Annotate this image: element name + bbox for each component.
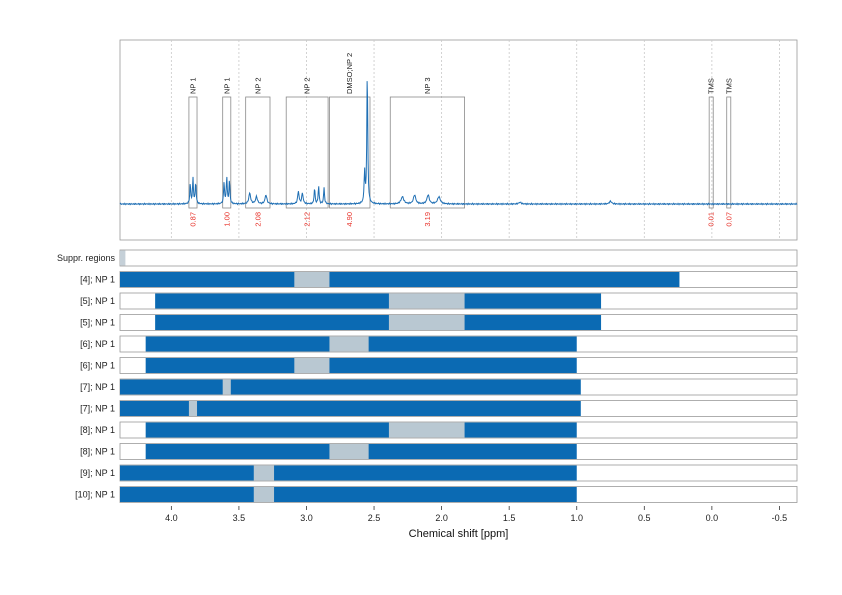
x-tick-label: 3.0 — [300, 513, 313, 523]
range-bar — [145, 422, 577, 438]
peak-integral-label: 0.87 — [188, 212, 197, 227]
range-bar — [120, 401, 581, 416]
row-frame — [119, 249, 798, 267]
peak-region-box — [245, 96, 271, 209]
row-label: [6]; NP 1 — [80, 361, 115, 371]
peak-integral-label: 2.12 — [303, 212, 312, 227]
peak-integral-label: 4.90 — [345, 212, 354, 227]
x-tick-label: 4.0 — [165, 513, 178, 523]
range-bar — [120, 487, 577, 502]
range-gap — [253, 465, 275, 481]
range-gap — [388, 315, 465, 330]
range-gap — [253, 487, 275, 502]
x-tick-label: -0.5 — [772, 513, 788, 523]
peak-region-box — [726, 96, 732, 209]
range-row: [8]; NP 1 — [80, 443, 798, 460]
range-row: [4]; NP 1 — [80, 271, 798, 288]
x-axis-label: Chemical shift [ppm] — [409, 528, 509, 540]
peak-region-box — [222, 96, 232, 209]
x-tick-label: 1.0 — [570, 513, 583, 523]
suppressed-region — [120, 250, 126, 266]
peak-region-label: NP 1 — [222, 77, 231, 94]
range-row: [9]; NP 1 — [80, 464, 798, 482]
spectrum-grid — [170, 40, 780, 240]
peak-region-box — [188, 96, 198, 209]
x-tick-label: 1.5 — [503, 513, 516, 523]
range-gap — [294, 358, 330, 373]
peak-region-box — [389, 96, 465, 209]
range-gap — [188, 401, 198, 416]
peak-region-label: NP 3 — [423, 77, 432, 94]
range-row: Suppr. regions — [57, 249, 798, 267]
range-gap — [388, 422, 465, 438]
row-label: [9]; NP 1 — [80, 468, 115, 478]
range-bar — [120, 379, 581, 395]
range-gap — [329, 444, 369, 459]
peak-region-label: TMS — [707, 78, 716, 94]
x-tick-label: 0.5 — [638, 513, 651, 523]
row-label: Suppr. regions — [57, 253, 116, 263]
peak-integral-label: 2.08 — [253, 212, 262, 227]
spectrum-line — [119, 81, 798, 206]
spectrum-panel: NP 1 0.87 NP 1 1.00 NP 2 2.08 NP 2 2.12 DMSO;NP … — [119, 39, 798, 241]
x-tick-label: 0.0 — [706, 513, 719, 523]
peak-region-box — [285, 96, 329, 209]
row-label: [4]; NP 1 — [80, 275, 115, 285]
row-label: [5]; NP 1 — [80, 318, 115, 328]
row-label: [7]; NP 1 — [80, 404, 115, 414]
x-axis: 4.0 3.5 3.0 2.5 2.0 1.5 1.0 0.5 0.0 -0.5 — [165, 506, 787, 523]
range-bar — [155, 293, 602, 309]
range-row: [10]; NP 1 — [75, 486, 798, 503]
peak-region-box — [329, 96, 371, 209]
range-gap — [329, 336, 369, 352]
peak-region-label: NP 1 — [188, 77, 197, 94]
peak-region-label: NP 2 — [303, 77, 312, 94]
row-label: [7]; NP 1 — [80, 382, 115, 392]
peak-region-label: DMSO;NP 2 — [345, 53, 354, 94]
range-gap — [294, 272, 330, 287]
x-tick-label: 2.0 — [435, 513, 448, 523]
peak-integral-label: 0.07 — [724, 212, 733, 227]
row-label: [10]; NP 1 — [75, 490, 115, 500]
range-gap — [222, 379, 231, 395]
range-row: [6]; NP 1 — [80, 357, 798, 374]
x-tick-label: 2.5 — [368, 513, 381, 523]
range-row: [8]; NP 1 — [80, 421, 798, 439]
row-label: [6]; NP 1 — [80, 339, 115, 349]
peak-region-label: TMS — [724, 78, 733, 94]
range-bar — [120, 465, 577, 481]
range-bar — [155, 315, 602, 330]
spectrum-frame — [119, 39, 798, 241]
range-row: [7]; NP 1 — [80, 400, 798, 417]
peak-region-box — [708, 96, 714, 209]
range-bar — [120, 272, 680, 287]
range-row: [7]; NP 1 — [80, 378, 798, 396]
peak-integral-label: 3.19 — [423, 212, 432, 227]
range-bar — [145, 358, 577, 373]
peak-regions: NP 1 0.87 NP 1 1.00 NP 2 2.08 NP 2 2.12 DMSO;NP … — [188, 53, 733, 227]
row-label: [8]; NP 1 — [80, 425, 115, 435]
range-row: [6]; NP 1 — [80, 335, 798, 353]
x-tick-label: 3.5 — [233, 513, 246, 523]
range-gap — [388, 293, 465, 309]
peak-integral-label: 1.00 — [222, 212, 231, 227]
peak-region-label: NP 2 — [253, 77, 262, 94]
range-row: [5]; NP 1 — [80, 314, 798, 331]
range-row: [5]; NP 1 — [80, 292, 798, 310]
row-label: [5]; NP 1 — [80, 296, 115, 306]
range-bar-rows: Suppr. regions [4]; NP 1 [5]; NP 1 [5]; NP … — [57, 249, 798, 503]
row-label: [8]; NP 1 — [80, 447, 115, 457]
peak-integral-label: 0.01 — [707, 212, 716, 227]
